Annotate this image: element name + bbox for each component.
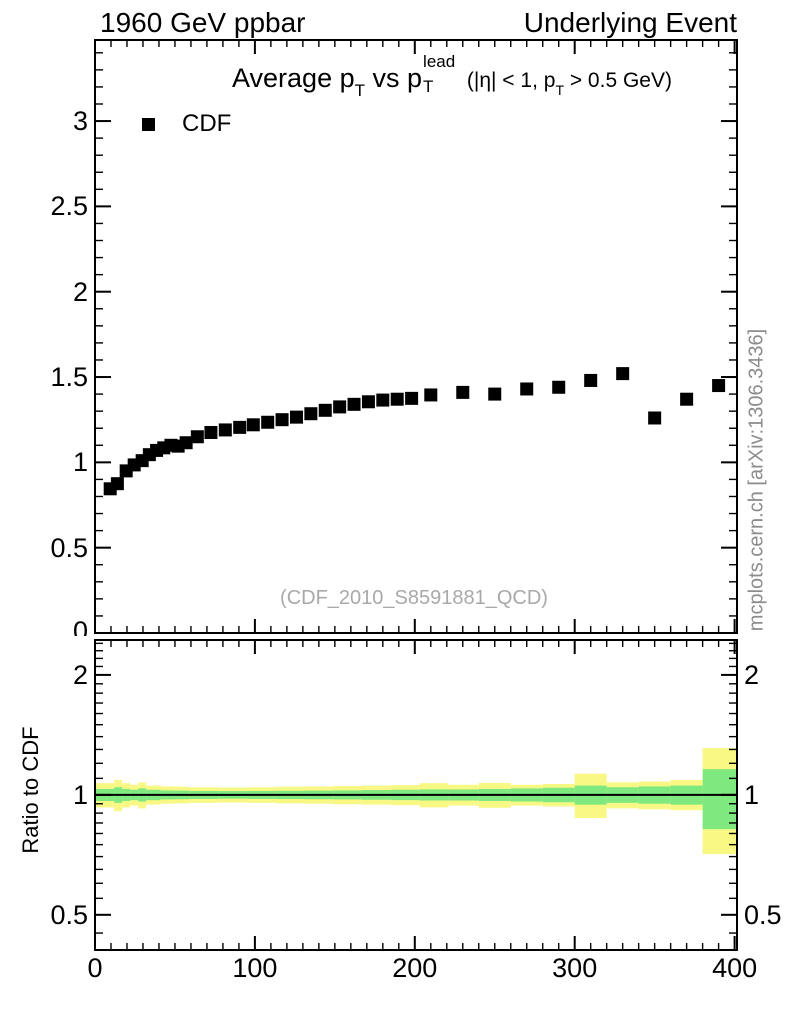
cdf-marker-icon — [142, 117, 155, 131]
title-segment: Average p — [232, 63, 355, 93]
main-panel-frame — [94, 39, 738, 634]
data-point — [648, 411, 662, 425]
data-point — [275, 413, 289, 427]
main-y-tick-label: 2.5 — [50, 191, 88, 222]
beam-energy-label: 1960 GeV ppbar — [100, 7, 306, 38]
data-point — [552, 380, 566, 394]
data-point — [333, 400, 347, 414]
data-point — [190, 430, 204, 444]
data-point — [218, 423, 232, 437]
main-y-tick-label: 1.5 — [50, 362, 88, 393]
ratio-y-tick-label-right: 1 — [744, 779, 760, 810]
panel-frames — [94, 39, 738, 951]
x-tick-label: 300 — [552, 953, 598, 983]
data-point — [680, 392, 694, 406]
mcplots-arxiv-note: mcplots.cern.ch [arXiv:1306.3436] — [745, 328, 768, 632]
data-point — [488, 387, 502, 401]
main-y-tick-label: 1 — [72, 447, 88, 478]
x-tick-label: 100 — [232, 953, 278, 983]
data-point — [712, 379, 726, 393]
ratio-bands — [95, 748, 737, 855]
data-point — [289, 410, 303, 424]
main-y-tick-label: 3 — [72, 106, 88, 137]
analysis-group-label: Underlying Event — [523, 7, 737, 38]
ratio-y-tick-label-right: 0.5 — [744, 899, 782, 930]
data-point — [376, 393, 390, 407]
legend: CDF — [142, 110, 231, 138]
data-point — [318, 403, 332, 417]
data-point — [424, 388, 438, 402]
legend-label: CDF — [182, 110, 232, 137]
data-point — [233, 420, 247, 434]
axis-ticks — [94, 40, 737, 950]
data-point — [584, 373, 598, 387]
ratio-y-tick-label-left: 2 — [72, 659, 88, 690]
title-segment: lead T — [422, 52, 461, 96]
data-point — [361, 395, 375, 409]
data-point — [456, 385, 470, 399]
plot-title: Average pT vs p lead T (|η| < 1, pT > 0.5 … — [232, 52, 672, 101]
x-tick-label: 400 — [712, 953, 758, 983]
main-y-tick-label-zero-clipped: 0 — [72, 616, 88, 636]
data-point — [261, 415, 275, 429]
ratio-band-inner — [702, 769, 737, 830]
analysis-id-watermark: (CDF_2010_S8591881_QCD) — [280, 587, 548, 609]
ratio-y-tick-label-right: 2 — [744, 659, 760, 690]
title-segment: T — [354, 81, 366, 100]
title-segment: (|η| < 1, p — [461, 69, 556, 92]
x-tick-label: 0 — [87, 953, 103, 983]
main-y-tick-label: 2 — [72, 276, 88, 307]
title-segment: T — [555, 82, 564, 98]
data-point — [347, 397, 361, 411]
data-point — [204, 425, 218, 439]
data-point — [246, 418, 260, 432]
data-point — [110, 477, 124, 491]
data-point — [405, 391, 419, 405]
data-point — [304, 407, 318, 421]
data-points — [103, 367, 726, 496]
data-point — [520, 382, 534, 396]
data-point — [179, 436, 193, 450]
ratio-y-tick-label-left: 1 — [72, 779, 88, 810]
ratio-axis-title: Ratio to CDF — [18, 726, 43, 854]
title-subscript: T — [423, 77, 434, 96]
data-point — [616, 367, 630, 381]
title-segment: > 0.5 GeV) — [564, 69, 672, 92]
x-tick-label: 200 — [392, 953, 438, 983]
main-y-tick-label: 0.5 — [50, 532, 88, 563]
title-segment: vs p — [365, 63, 423, 93]
data-point — [390, 392, 404, 406]
ratio-y-tick-label-left: 0.5 — [50, 899, 88, 930]
title-superscript: lead — [423, 52, 456, 71]
